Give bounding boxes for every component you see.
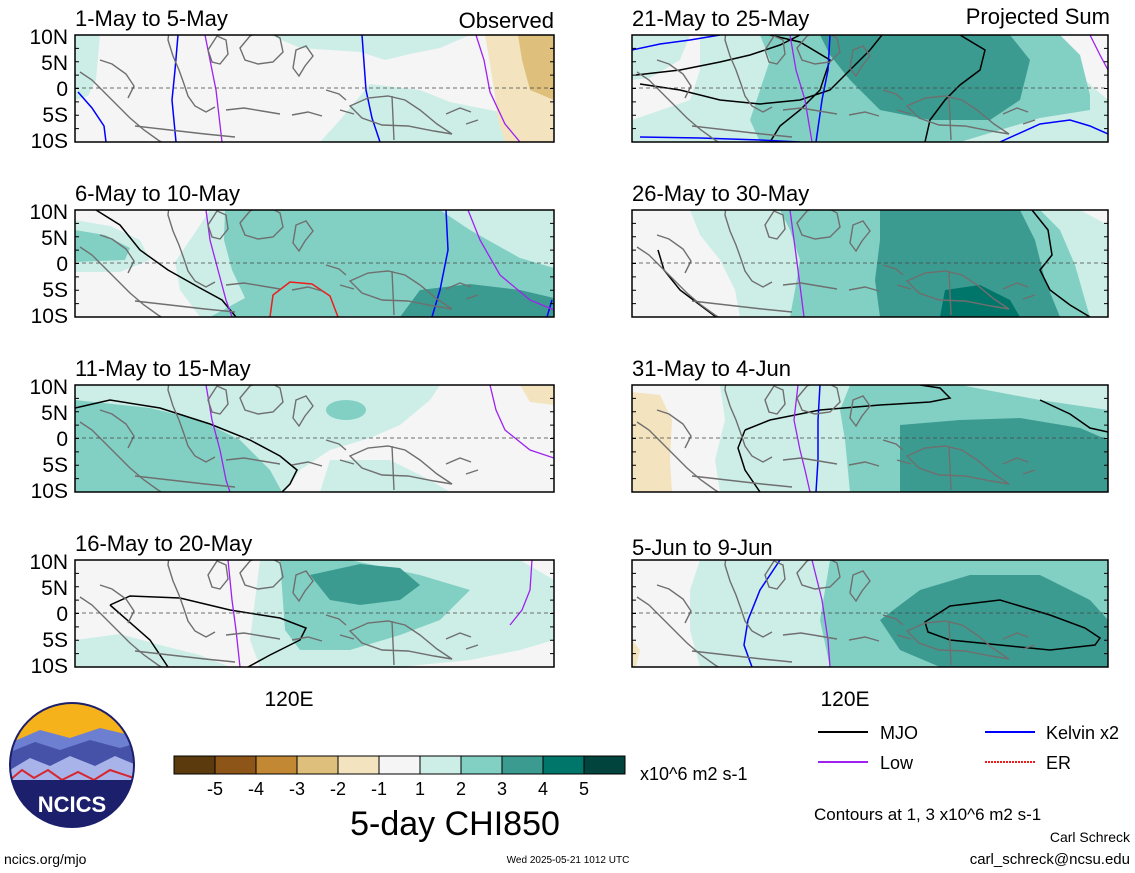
lat-label: 0 (56, 428, 68, 451)
lat-label: 10N (29, 376, 68, 399)
lat-label: 10N (29, 201, 68, 224)
lat-label: 5N (41, 402, 68, 425)
panel-6-may-to-10-may: 6-May to 10-May (74, 181, 555, 318)
author-email: carl_schreck@ncsu.edu (970, 851, 1130, 868)
lat-label: 0 (56, 78, 68, 101)
panel-5-jun-to-9-jun: 5-Jun to 9-Jun (631, 535, 1109, 668)
legend-label: Kelvin x2 (1046, 723, 1119, 743)
observed-label: Observed (459, 8, 554, 33)
panel-1-may-to-5-may: 1-May to 5-May Observed (74, 6, 555, 143)
latitude-labels: 10N 5N 0 5S 10S 10N 5N 0 5S 10S 10N 5N 0… (29, 26, 68, 678)
ncics-logo: NCICS (9, 702, 135, 828)
colorbar-swatch (173, 755, 216, 775)
lat-label: 5S (42, 629, 68, 652)
colorbar-swatch (583, 755, 626, 775)
author: Carl Schreck (1050, 829, 1131, 845)
panel-title: 26-May to 30-May (632, 181, 809, 206)
colorbar-swatch (337, 755, 380, 775)
lat-label: 0 (56, 603, 68, 626)
legend: MJO Kelvin x2 Low ER (818, 723, 1119, 773)
colorbar-tick-label: 5 (579, 779, 589, 799)
panel-21-may-to-25-may: 21-May to 25-May Projected Sum (631, 4, 1110, 143)
logo-text: NCICS (38, 792, 106, 817)
axis-ticks (75, 34, 1108, 668)
colorbar-swatch (214, 755, 257, 775)
lat-label: 10S (31, 130, 68, 153)
colorbar-swatch (296, 755, 339, 775)
timestamp: Wed 2025-05-21 1012 UTC (507, 855, 630, 866)
panel-title: 31-May to 4-Jun (632, 356, 791, 381)
panel-title: 6-May to 10-May (75, 181, 240, 206)
colorbar-tick-label: 4 (538, 779, 548, 799)
colorbar (173, 755, 626, 775)
legend-label: MJO (880, 723, 918, 743)
colorbar-tick-label: 2 (456, 779, 466, 799)
lat-label: 0 (56, 253, 68, 276)
panel-26-may-to-30-may: 26-May to 30-May (631, 181, 1109, 318)
lat-label: 5N (41, 577, 68, 600)
panel-title: 11-May to 15-May (75, 356, 251, 381)
lat-label: 10S (31, 655, 68, 678)
lat-label: 10N (29, 26, 68, 49)
projected-sum-label: Projected Sum (966, 4, 1110, 29)
lat-label: 5S (42, 279, 68, 302)
lat-label: 10S (31, 305, 68, 328)
colorbar-tick-label: 1 (415, 779, 425, 799)
panel-title: 21-May to 25-May (632, 6, 809, 31)
panel-31-may-to-4-jun: 31-May to 4-Jun (631, 356, 1109, 493)
legend-item-low: Low (818, 753, 914, 773)
panel-11-may-to-15-may: 11-May to 15-May (74, 356, 555, 493)
lat-label: 10N (29, 551, 68, 574)
panel-16-may-to-20-may: 16-May to 20-May (74, 531, 555, 668)
colorbar-swatch (542, 755, 585, 775)
legend-item-kelvin: Kelvin x2 (985, 723, 1119, 743)
colorbar-tick-label: -5 (207, 779, 223, 799)
colorbar-units: x10^6 m2 s-1 (640, 764, 748, 784)
figure-title: 5-day CHI850 (350, 805, 560, 843)
site-url: ncics.org/mjo (4, 851, 87, 867)
panel-title: 5-Jun to 9-Jun (632, 535, 773, 560)
panel-title: 16-May to 20-May (75, 531, 252, 556)
lat-label: 5N (41, 52, 68, 75)
legend-label: ER (1046, 753, 1071, 773)
lat-label: 5N (41, 227, 68, 250)
lat-label: 5S (42, 454, 68, 477)
colorbar-swatch (419, 755, 462, 775)
legend-label: Low (880, 753, 914, 773)
colorbar-swatch (501, 755, 544, 775)
legend-item-mjo: MJO (818, 723, 918, 743)
lat-label: 10S (31, 480, 68, 503)
legend-item-er: ER (985, 753, 1071, 773)
colorbar-tick-label: -3 (289, 779, 305, 799)
colorbar-swatch (378, 755, 421, 775)
colorbar-tick-labels: -5 -4 -3 -2 -1 1 2 3 4 5 (207, 779, 589, 799)
colorbar-tick-label: 3 (497, 779, 507, 799)
colorbar-swatch (460, 755, 503, 775)
lat-label: 5S (42, 104, 68, 127)
lon-label-right: 120E (820, 688, 869, 711)
colorbar-tick-label: -1 (371, 779, 387, 799)
lon-label-left: 120E (264, 688, 313, 711)
colorbar-tick-label: -2 (330, 779, 346, 799)
colorbar-swatch (255, 755, 298, 775)
contour-note: Contours at 1, 3 x10^6 m2 s-1 (814, 805, 1041, 824)
colorbar-tick-label: -4 (248, 779, 264, 799)
panel-title: 1-May to 5-May (75, 6, 228, 31)
